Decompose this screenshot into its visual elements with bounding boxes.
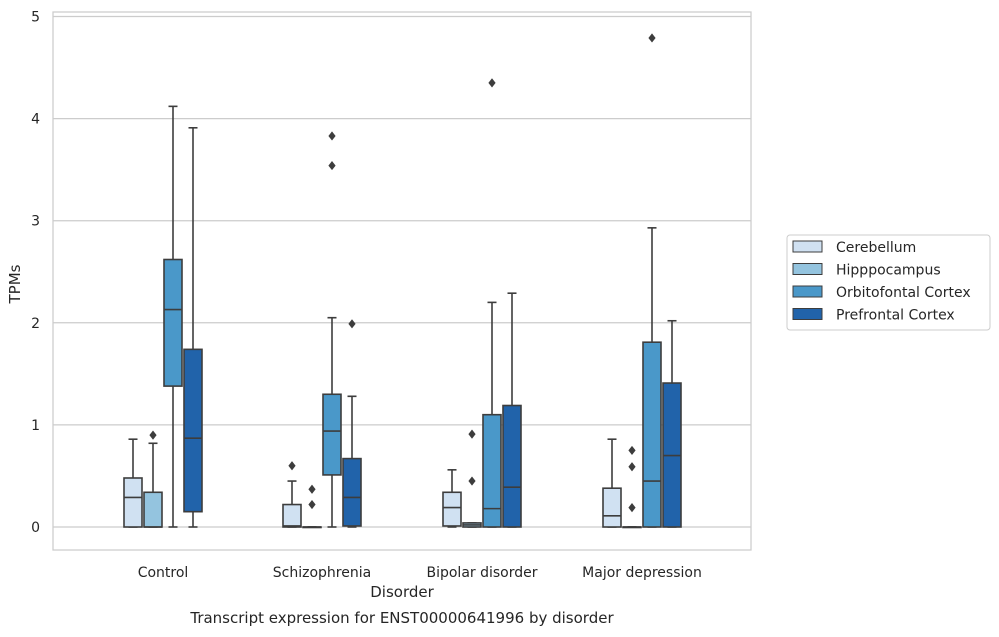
y-tick-labels: 0 1 2 3 4 5 — [31, 10, 40, 537]
outlier-point — [308, 484, 316, 494]
y-tick-label: 2 — [31, 316, 40, 332]
legend-label: Orbitofontal Cortex — [836, 285, 971, 301]
outlier-point — [288, 461, 296, 471]
y-tick-label: 1 — [31, 418, 40, 434]
outlier-point — [348, 319, 356, 329]
box-body — [183, 348, 203, 513]
legend-label: Prefrontal Cortex — [836, 308, 955, 324]
y-tick-label: 5 — [31, 10, 40, 26]
box-0-0 — [123, 438, 143, 528]
box-1-2 — [322, 131, 342, 528]
outlier-point — [468, 429, 476, 439]
outlier-point — [308, 499, 316, 510]
box-2-1 — [462, 429, 482, 528]
box-0-2 — [163, 105, 183, 528]
box-2-2 — [482, 78, 502, 528]
legend: Cerebellum Hipppocampus Orbitofontal Corte… — [786, 234, 991, 331]
legend-frame — [786, 234, 991, 331]
legend-label: Cerebellum — [836, 240, 916, 256]
outlier-point — [149, 430, 157, 440]
box-body — [342, 457, 362, 527]
box-3-3 — [662, 319, 682, 528]
x-axis-label: Disorder — [370, 583, 434, 601]
box-body — [642, 341, 662, 528]
legend-swatch — [792, 240, 823, 253]
legend-label: Hipppocampus — [836, 263, 941, 279]
y-tick-label: 3 — [31, 214, 40, 230]
box-3-2 — [642, 33, 662, 528]
outlier-point — [468, 476, 476, 486]
y-tick-label: 4 — [31, 112, 40, 128]
x-tick-labels: Control Schizophrenia Bipolar disorder Majo… — [138, 565, 702, 581]
box-body — [123, 477, 143, 528]
outlier-point — [488, 78, 496, 88]
y-axis-label: TPMs — [6, 264, 24, 304]
box-1-1 — [302, 484, 322, 529]
box-2-3 — [502, 292, 522, 528]
chart-caption: Transcript expression for ENST0000064199… — [189, 609, 614, 627]
box-body — [282, 503, 302, 528]
box-body — [602, 487, 622, 528]
box-body — [322, 393, 342, 476]
box-body — [482, 413, 502, 528]
outlier-point — [328, 160, 336, 171]
x-tick-label: Schizophrenia — [273, 565, 371, 581]
legend-swatch — [792, 308, 823, 320]
x-tick-label: Control — [138, 565, 189, 581]
box-body — [143, 491, 163, 528]
box-1-3 — [342, 319, 362, 528]
outlier-point — [628, 462, 636, 472]
x-tick-label: Major depression — [582, 565, 702, 581]
box-3-0 — [602, 438, 622, 528]
box-0-1 — [143, 430, 163, 528]
outlier-point — [328, 131, 336, 141]
outlier-point — [628, 503, 636, 513]
outlier-point — [648, 33, 656, 43]
plot-frame — [52, 11, 752, 551]
legend-swatch — [792, 285, 823, 298]
box-body — [442, 491, 462, 527]
y-tick-label: 0 — [31, 520, 40, 536]
box-0-3 — [183, 126, 203, 528]
box-1-0 — [282, 461, 302, 528]
box-2-0 — [442, 469, 462, 528]
outlier-point — [628, 445, 636, 456]
box-layer — [123, 33, 682, 529]
box-body — [163, 258, 183, 387]
legend-swatch — [792, 263, 823, 275]
x-tick-label: Bipolar disorder — [426, 565, 537, 581]
box-3-1 — [622, 445, 642, 529]
box-body — [502, 404, 522, 528]
